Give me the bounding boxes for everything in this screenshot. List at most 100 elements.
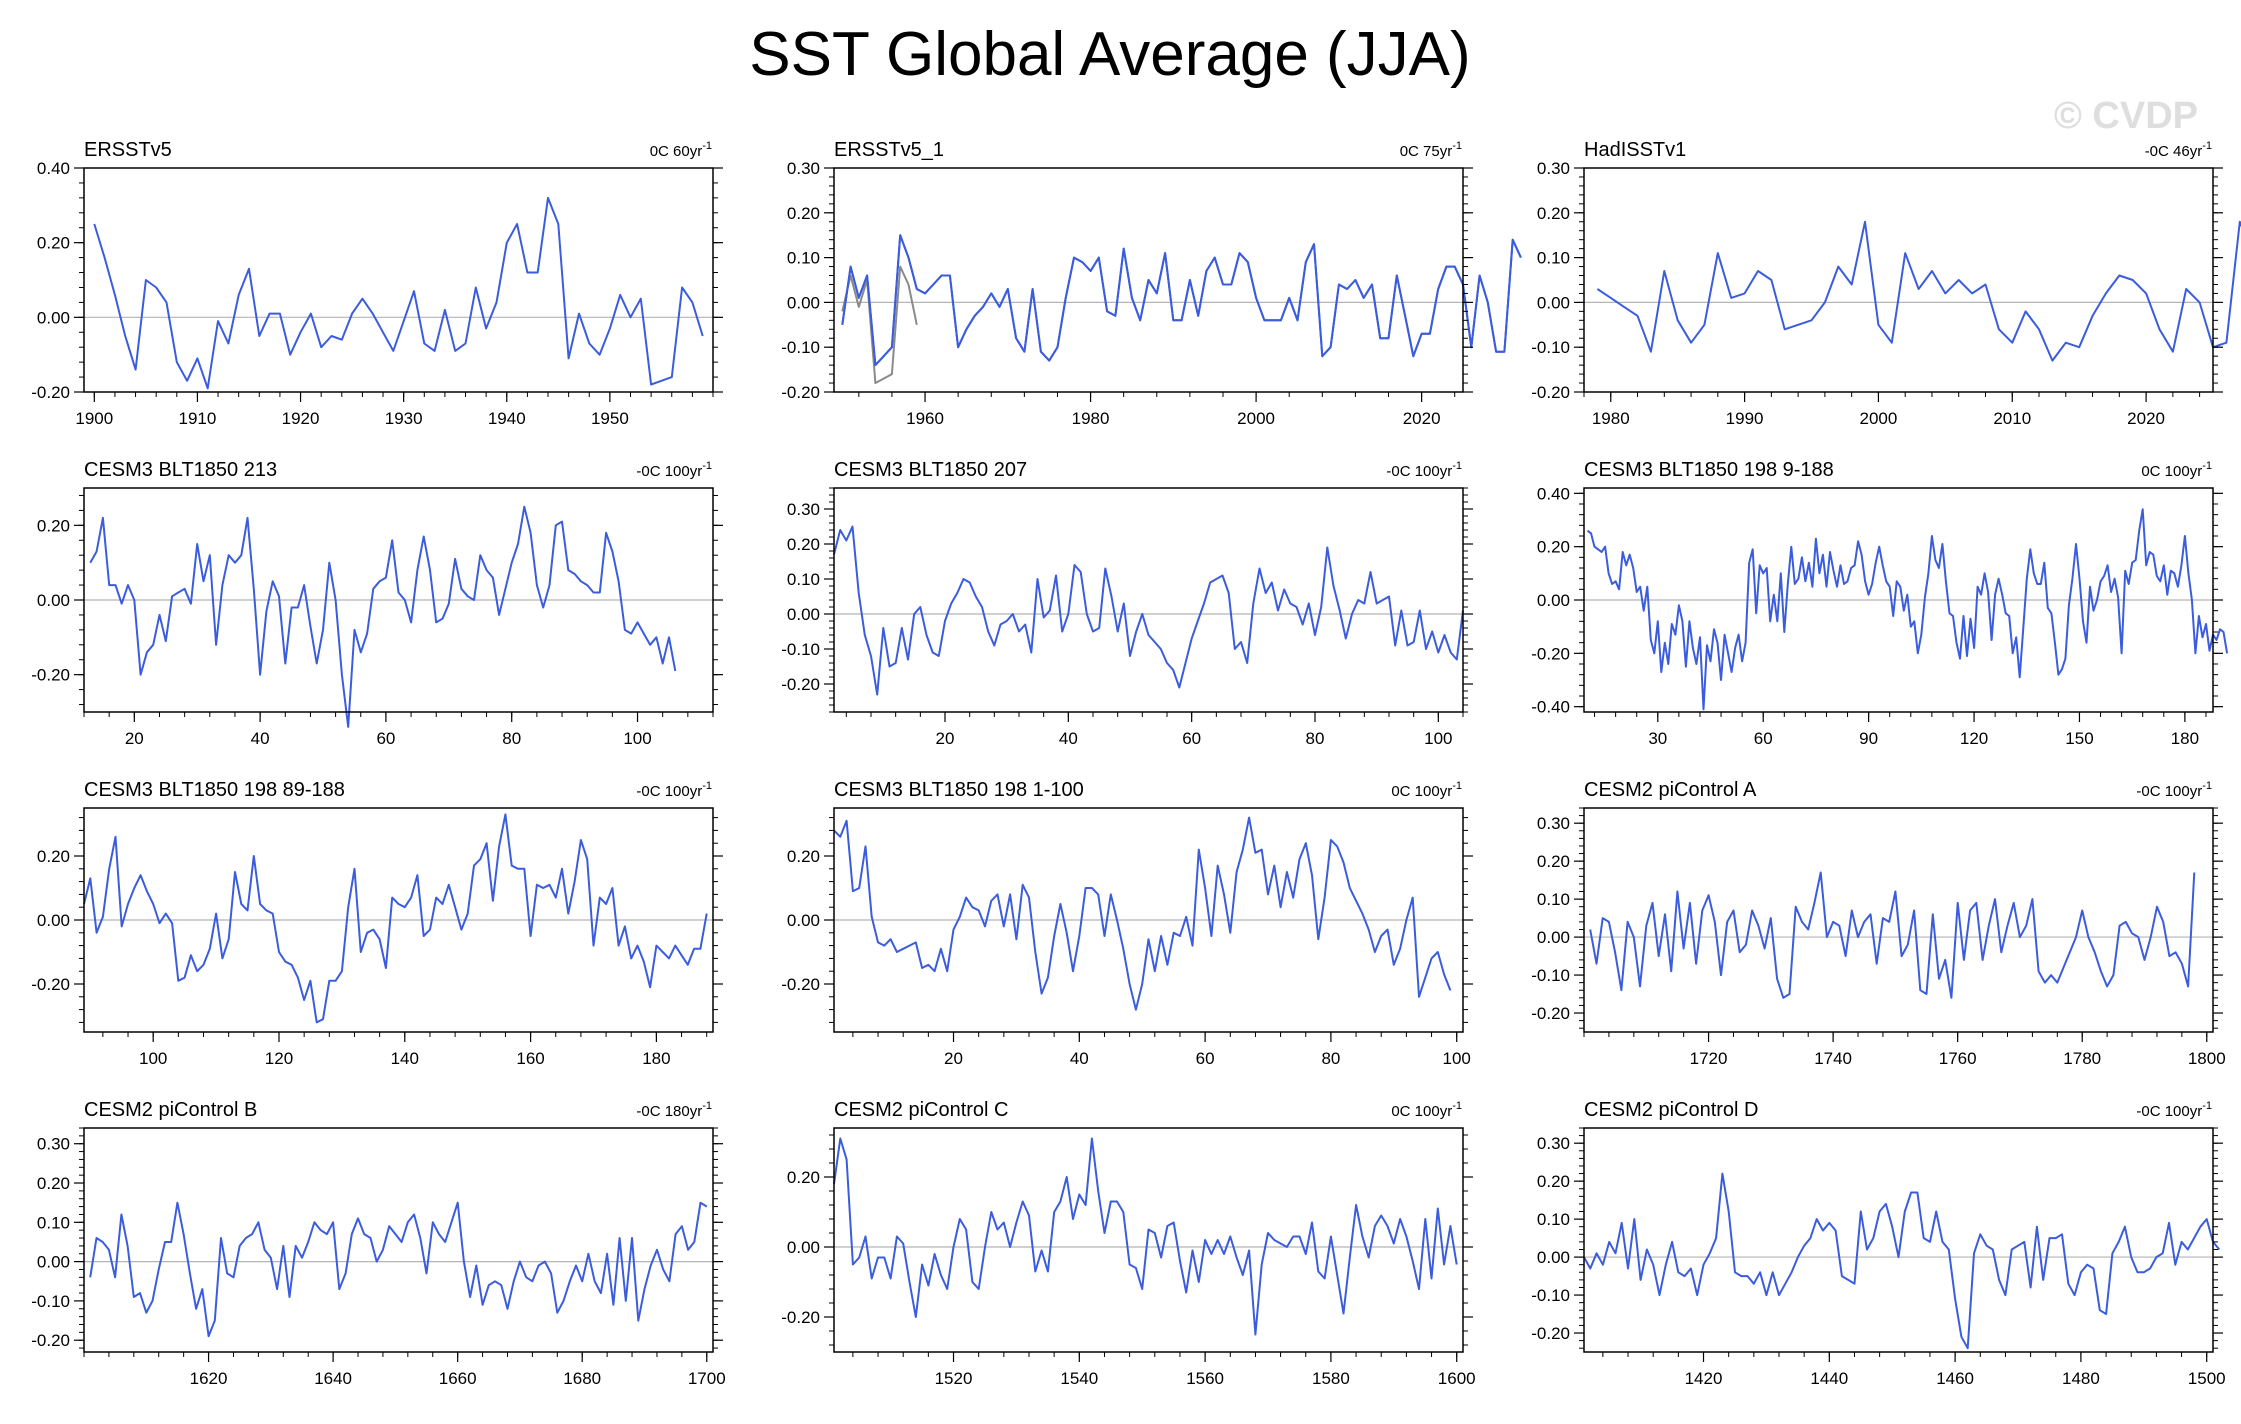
y-tick-label: 0.20 (1537, 538, 1570, 557)
series-line (89, 505, 677, 728)
panel-title: CESM3 BLT1850 207 (834, 459, 1027, 481)
y-tick-label: 0.30 (1537, 1134, 1570, 1153)
panel-title: CESM2 piControl A (1584, 779, 1757, 801)
x-tick-label: 2010 (1993, 409, 2031, 428)
panel-title: CESM3 BLT1850 213 (84, 459, 277, 481)
y-tick-label: 0.30 (1537, 814, 1570, 833)
panel-title: HadISSTv1 (1584, 139, 1686, 161)
panel-8: CESM3 BLT1850 198 1-100 0C 100yr-1 -0.20 0.… (781, 779, 1473, 1068)
x-tick-label: 180 (2171, 729, 2199, 748)
series-line (1583, 1172, 2221, 1350)
plot-frame (833, 487, 1464, 713)
x-tick-label: 1900 (75, 409, 113, 428)
y-tick-label: -0.20 (781, 975, 820, 994)
x-tick-label: 1480 (2062, 1369, 2100, 1388)
y-tick-label: -0.20 (781, 675, 820, 694)
series-line (93, 196, 704, 390)
x-tick-label: 40 (251, 729, 270, 748)
trend-label: -0C 180yr-1 (636, 1100, 712, 1120)
plot-frame (833, 167, 1464, 393)
panel-11: CESM2 piControl C 0C 100yr-1 -0.20 0.00 0.20… (781, 1099, 1475, 1388)
series-line (833, 816, 1452, 1011)
panel-title: CESM3 BLT1850 198 9-188 (1584, 459, 1834, 481)
trend-label: -0C 100yr-1 (636, 460, 712, 480)
x-tick-label: 1720 (1690, 1049, 1728, 1068)
x-tick-label: 1980 (1592, 409, 1630, 428)
x-tick-label: 60 (1182, 729, 1201, 748)
panel-7: CESM3 BLT1850 198 89-188 -0C 100yr-1 -0.20… (31, 779, 723, 1068)
y-tick-label: 0.00 (787, 1238, 820, 1257)
x-tick-label: 1960 (906, 409, 944, 428)
x-tick-label: 40 (1070, 1049, 1089, 1068)
x-tick-label: 1460 (1936, 1369, 1974, 1388)
series-line (841, 265, 918, 384)
x-tick-label: 90 (1859, 729, 1878, 748)
x-tick-label: 1940 (488, 409, 526, 428)
plot-frame (83, 167, 714, 393)
series-line (89, 1201, 708, 1338)
x-tick-label: 1800 (2188, 1049, 2226, 1068)
x-tick-label: 80 (1321, 1049, 1340, 1068)
trend-label: 0C 60yr-1 (650, 140, 712, 160)
figure-title: SST Global Average (JJA) (749, 20, 1470, 89)
y-tick-label: 0.00 (37, 308, 70, 327)
y-tick-label: 0.20 (1537, 852, 1570, 871)
y-tick-label: 0.00 (787, 605, 820, 624)
panel-2: ERSSTv5_1 0C 75yr-1 -0.20 -0.10 0.00 0.10 0.20… (781, 139, 1522, 428)
y-tick-label: 0.30 (787, 500, 820, 519)
x-tick-label: 80 (1306, 729, 1325, 748)
x-tick-label: 180 (642, 1049, 670, 1068)
x-tick-label: 1420 (1685, 1369, 1723, 1388)
panel-10: CESM2 piControl B -0C 180yr-1 -0.20 -0.10 0.… (31, 1099, 725, 1388)
panel-title: CESM2 piControl C (834, 1099, 1009, 1121)
x-tick-label: 80 (502, 729, 521, 748)
x-tick-label: 2020 (2127, 409, 2165, 428)
y-tick-label: 0.20 (37, 847, 70, 866)
panel-title: CESM3 BLT1850 198 89-188 (84, 779, 345, 801)
y-tick-label: -0.20 (31, 383, 70, 402)
trend-label: 0C 100yr-1 (1391, 1100, 1462, 1120)
plot-frame (833, 1127, 1464, 1353)
y-tick-label: 0.30 (787, 159, 820, 178)
trend-label: 0C 100yr-1 (2141, 460, 2212, 480)
trend-label: -0C 46yr-1 (2145, 140, 2212, 160)
y-tick-label: 0.10 (1537, 890, 1570, 909)
x-tick-label: 1540 (1060, 1369, 1098, 1388)
panel-title: ERSSTv5_1 (834, 139, 944, 161)
x-tick-label: 1520 (935, 1369, 973, 1388)
series-line (833, 525, 1464, 696)
x-tick-label: 1440 (1810, 1369, 1848, 1388)
trend-label: -0C 100yr-1 (1386, 460, 1462, 480)
y-tick-label: -0.40 (1531, 698, 1570, 717)
x-tick-label: 100 (139, 1049, 167, 1068)
trend-label: -0C 100yr-1 (2136, 1100, 2212, 1120)
x-tick-label: 1950 (591, 409, 629, 428)
plot-frame (1583, 1127, 2214, 1353)
panel-9: CESM2 piControl A -0C 100yr-1 -0.20 -0.10 0.… (1531, 779, 2225, 1068)
series-line (841, 234, 1522, 367)
y-tick-label: 0.00 (1537, 293, 1570, 312)
series-line (1589, 871, 2196, 999)
y-tick-label: 0.00 (1537, 591, 1570, 610)
x-tick-label: 1620 (190, 1369, 228, 1388)
x-tick-label: 1780 (2063, 1049, 2101, 1068)
panel-12: CESM2 piControl D -0C 100yr-1 -0.20 -0.10 0.… (1531, 1099, 2225, 1388)
x-tick-label: 1560 (1186, 1369, 1224, 1388)
x-tick-label: 2000 (1237, 409, 1275, 428)
x-tick-label: 1680 (563, 1369, 601, 1388)
series-line (833, 1137, 1458, 1336)
y-tick-label: 0.20 (787, 535, 820, 554)
panel-4: CESM3 BLT1850 213 -0C 100yr-1 -0.20 0.00 0.2… (31, 459, 723, 748)
y-tick-label: 0.10 (1537, 1210, 1570, 1229)
x-tick-label: 1660 (439, 1369, 477, 1388)
trend-label: -0C 100yr-1 (2136, 780, 2212, 800)
y-tick-label: 0.30 (37, 1135, 70, 1154)
panel-grid: ERSSTv5 0C 60yr-1 -0.20 0.00 0.20 0.40 1900 191… (31, 139, 2241, 1388)
y-tick-label: -0.20 (31, 666, 70, 685)
y-tick-label: 0.00 (787, 911, 820, 930)
y-tick-label: 0.10 (1537, 249, 1570, 268)
x-tick-label: 1700 (688, 1369, 726, 1388)
x-tick-label: 40 (1059, 729, 1078, 748)
x-tick-label: 1990 (1726, 409, 1764, 428)
y-tick-label: -0.10 (1531, 338, 1570, 357)
